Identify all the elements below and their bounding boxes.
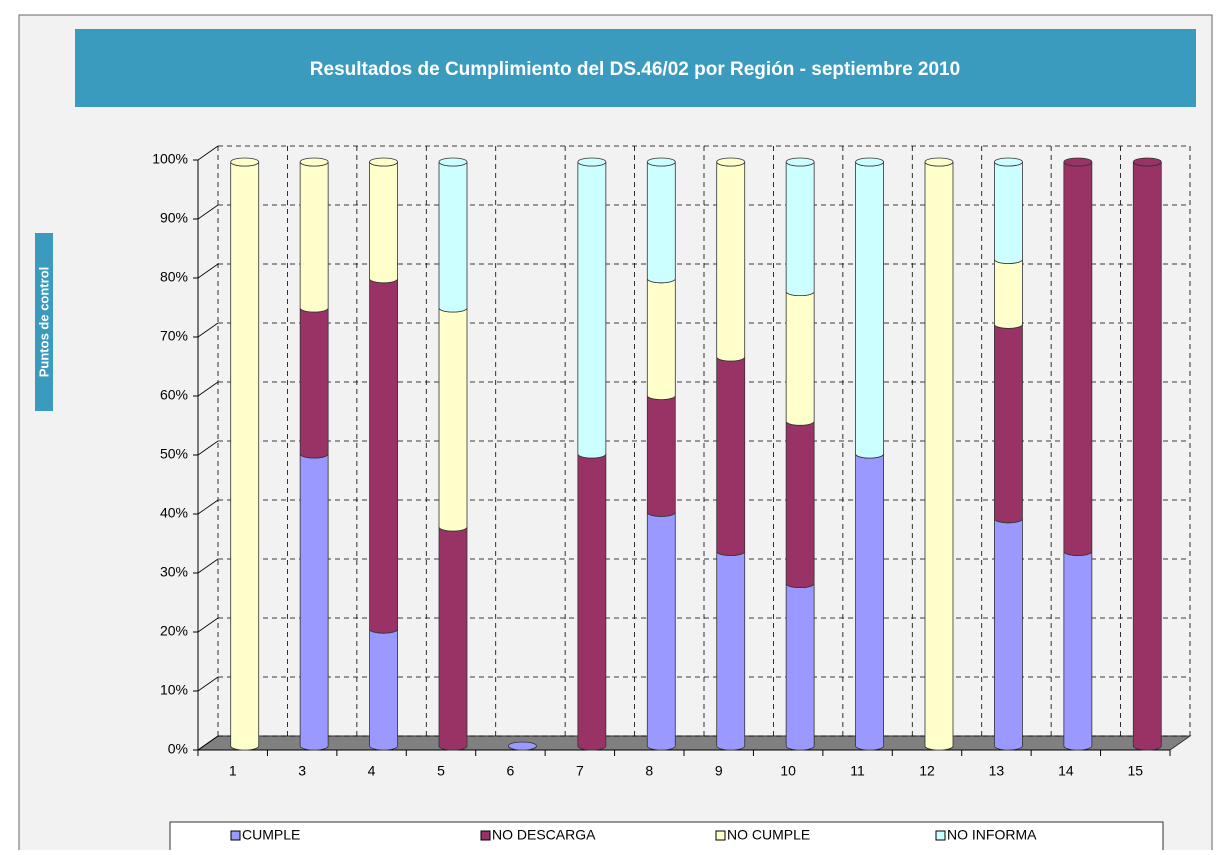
x-tick-label: 15 [1127, 763, 1143, 779]
grid-diagonal [197, 440, 219, 456]
bar-cap [1132, 157, 1162, 167]
bar-cap [855, 157, 884, 167]
y-label-box [35, 233, 53, 411]
bar-segment [646, 395, 676, 517]
grid-diagonal [197, 558, 219, 574]
bar-segment [577, 161, 607, 459]
bar-segment [299, 307, 329, 459]
y-tick-label: 100% [152, 151, 188, 167]
bar-segment [785, 583, 815, 751]
bar-segment [438, 526, 468, 751]
bar-cap [369, 157, 398, 167]
legend-label: NO INFORMA [947, 827, 1037, 843]
y-tick-label: 70% [160, 328, 188, 344]
x-tick-label: 6 [507, 763, 515, 779]
x-tick-label: 9 [715, 763, 723, 779]
grid-diagonal [197, 322, 219, 338]
y-tick-label: 40% [160, 505, 188, 521]
x-tick-label: 1 [229, 763, 237, 779]
bar-segment [646, 278, 676, 400]
bar-segment [230, 161, 260, 751]
bar-cap [785, 157, 815, 167]
x-tick-label: 5 [437, 763, 445, 779]
bar-segment [1063, 161, 1093, 556]
legend-swatch [715, 830, 726, 841]
x-tick-label: 7 [576, 763, 584, 779]
bar-segment [438, 161, 468, 313]
bar-segment [369, 161, 398, 284]
y-tick-label: 10% [160, 682, 188, 698]
bar-cap [299, 157, 329, 167]
grid-diagonal [197, 381, 219, 397]
bar-cap [577, 157, 607, 167]
bar-segment [994, 161, 1023, 264]
bar-segment [299, 453, 329, 751]
bar-segment [716, 551, 746, 751]
bar-segment [924, 161, 954, 751]
y-tick-label: 50% [160, 446, 188, 462]
legend-label: NO DESCARGA [492, 827, 596, 843]
bar-segment [1063, 551, 1093, 751]
bar-segment [785, 421, 815, 589]
legend-label: CUMPLE [242, 827, 300, 843]
y-tick-label: 20% [160, 623, 188, 639]
bar-segment [1132, 161, 1162, 751]
x-tick-label: 14 [1058, 763, 1074, 779]
bar-segment [577, 453, 607, 751]
bar-segment [994, 259, 1023, 329]
bar-cap [230, 157, 260, 167]
grid-diagonal [197, 263, 219, 279]
bar-segment [716, 161, 746, 362]
bar-segment [716, 356, 746, 556]
bar-segment [646, 161, 676, 284]
legend-box [169, 821, 1164, 853]
bar-segment [785, 291, 815, 426]
bar-cap [716, 157, 746, 167]
bar-cap [1063, 157, 1093, 167]
bar-segment [299, 161, 329, 313]
grid-diagonal [197, 145, 219, 161]
bar-segment [646, 512, 676, 751]
grid-diagonal [197, 204, 219, 220]
bar-segment [438, 307, 468, 532]
bar-segment [855, 161, 884, 459]
y-tick-label: 80% [160, 269, 188, 285]
x-tick-label: 12 [919, 763, 935, 779]
y-tick-label: 0% [168, 741, 188, 757]
bar-segment [785, 161, 815, 297]
bar-cap [994, 157, 1023, 167]
bar-cap [438, 157, 468, 167]
bar-segment [855, 453, 884, 751]
y-tick-label: 60% [160, 387, 188, 403]
bar-cap [508, 741, 537, 751]
x-tick-label: 8 [645, 763, 653, 779]
x-tick-label: 4 [368, 763, 376, 779]
x-tick-label: 11 [850, 763, 865, 779]
grid-diagonal [197, 617, 219, 633]
x-tick-label: 10 [780, 763, 796, 779]
bar-segment [994, 324, 1023, 524]
y-tick-label: 30% [160, 564, 188, 580]
grid-diagonal [197, 735, 219, 751]
legend-swatch [480, 830, 491, 841]
floor [196, 735, 1192, 751]
bar-segment [994, 518, 1023, 751]
chart-title: Resultados de Cumplimiento del DS.46/02 … [310, 59, 960, 80]
bar-cap [924, 157, 954, 167]
bar-segment [369, 629, 398, 751]
grid-diagonal [197, 676, 219, 692]
x-tick-label: 3 [298, 763, 306, 779]
grid-diagonal [197, 499, 219, 515]
title-box [75, 29, 1196, 107]
x-tick-label: 13 [989, 763, 1005, 779]
legend-label: NO CUMPLE [727, 827, 810, 843]
bar-cap [646, 157, 676, 167]
y-tick-label: 90% [160, 210, 188, 226]
bar-segment [369, 278, 398, 634]
legend-swatch [230, 830, 241, 841]
y-axis-label: Puntos de control [36, 267, 51, 378]
legend-swatch [935, 830, 946, 841]
